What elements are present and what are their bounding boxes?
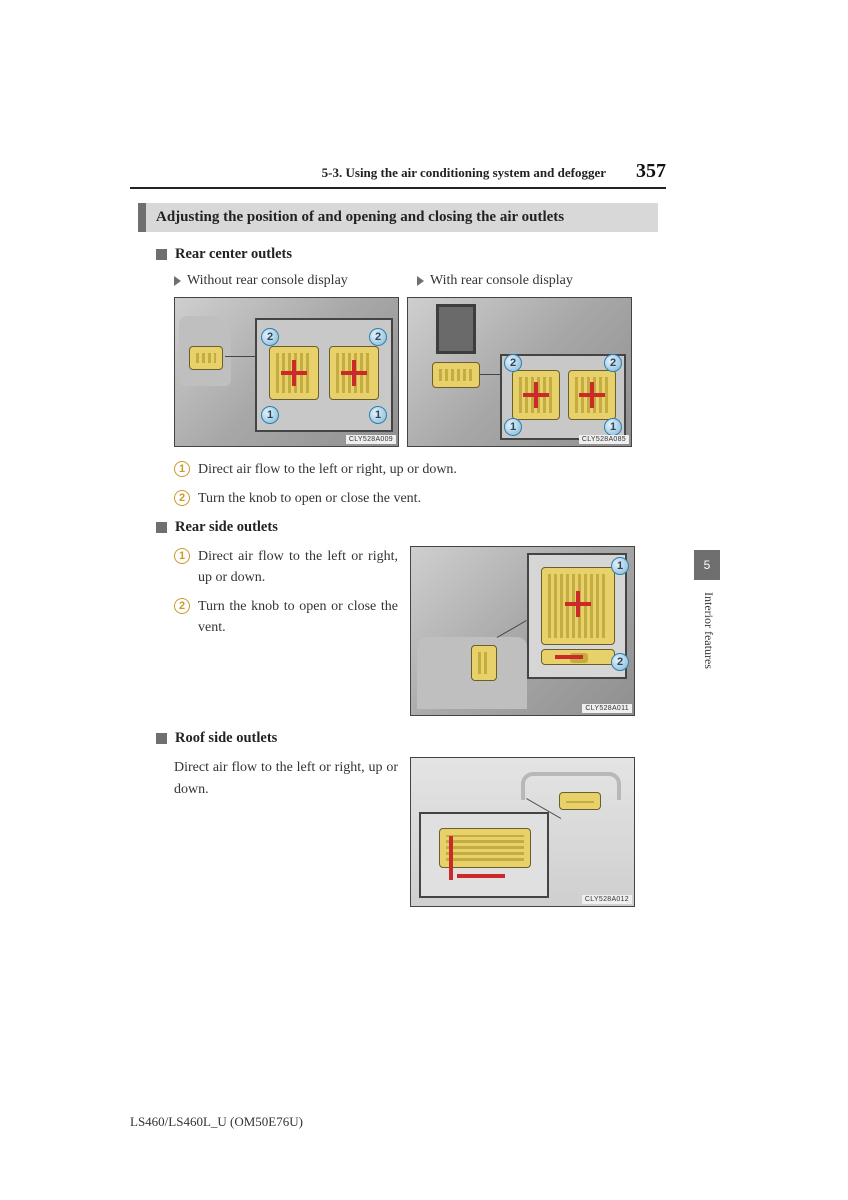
triangle-icon: [417, 276, 424, 286]
subhead-text: Rear side outlets: [175, 519, 278, 536]
chapter-label: Interior features: [701, 592, 716, 669]
step-1: 1 Direct air flow to the left or right, …: [174, 546, 398, 588]
step-text: Direct air flow to the left or right, up…: [198, 546, 398, 588]
roof-side-block: Direct air flow to the left or right, up…: [174, 757, 710, 907]
callout-1: 1: [369, 406, 387, 424]
page-number: 357: [636, 160, 666, 183]
bullet-icon: [156, 249, 167, 260]
topic-banner: Adjusting the position of and opening an…: [138, 203, 658, 232]
variant-with: With rear console display: [417, 273, 642, 289]
callout-1: 1: [611, 557, 629, 575]
subhead-rear-side: Rear side outlets: [156, 519, 710, 536]
chapter-tab: 5: [694, 550, 720, 580]
subhead-rear-center: Rear center outlets: [156, 246, 710, 263]
footer-model-code: LS460/LS460L_U (OM50E76U): [130, 1114, 303, 1130]
callout-2: 2: [261, 328, 279, 346]
figure-code: CLY528A011: [582, 704, 632, 713]
step-2: 2 Turn the knob to open or close the ven…: [174, 596, 398, 638]
step-marker-2: 2: [174, 598, 190, 614]
callout-2: 2: [504, 354, 522, 372]
variant-text: Without rear console display: [187, 273, 348, 289]
section-label: 5-3. Using the air conditioning system a…: [322, 165, 606, 181]
bullet-icon: [156, 733, 167, 744]
page-header: 5-3. Using the air conditioning system a…: [130, 160, 666, 189]
figure-code: CLY528A085: [579, 435, 629, 444]
bullet-icon: [156, 522, 167, 533]
step-text: Turn the knob to open or close the vent.: [198, 596, 398, 638]
figure-row-rear-center: 2 2 1 1 CLY528A009 2 2 1 1 CLY528A085: [174, 297, 710, 447]
step-marker-1: 1: [174, 548, 190, 564]
callout-2: 2: [369, 328, 387, 346]
figure-rear-center-without: 2 2 1 1 CLY528A009: [174, 297, 399, 447]
subhead-text: Roof side outlets: [175, 730, 277, 747]
roof-side-text: Direct air flow to the left or right, up…: [174, 757, 398, 907]
figure-code: CLY528A009: [346, 435, 396, 444]
callout-1: 1: [604, 418, 622, 436]
variant-text: With rear console display: [430, 273, 573, 289]
step-2: 2 Turn the knob to open or close the ven…: [174, 488, 710, 509]
callout-1: 1: [261, 406, 279, 424]
subhead-text: Rear center outlets: [175, 246, 292, 263]
callout-1: 1: [504, 418, 522, 436]
rear-side-text: 1 Direct air flow to the left or right, …: [174, 546, 398, 716]
step-1: 1 Direct air flow to the left or right, …: [174, 459, 710, 480]
variant-labels: Without rear console display With rear c…: [174, 273, 710, 289]
figure-roof-side: CLY528A012: [410, 757, 635, 907]
subhead-roof-side: Roof side outlets: [156, 730, 710, 747]
page-content: 5-3. Using the air conditioning system a…: [130, 160, 710, 921]
step-marker-2: 2: [174, 490, 190, 506]
step-text: Direct air flow to the left or right, up…: [198, 459, 457, 480]
rear-side-block: 1 Direct air flow to the left or right, …: [174, 546, 710, 716]
step-text: Turn the knob to open or close the vent.: [198, 488, 421, 509]
triangle-icon: [174, 276, 181, 286]
callout-2: 2: [611, 653, 629, 671]
chapter-number: 5: [704, 558, 711, 572]
callout-2: 2: [604, 354, 622, 372]
figure-rear-center-with: 2 2 1 1 CLY528A085: [407, 297, 632, 447]
step-marker-1: 1: [174, 461, 190, 477]
variant-without: Without rear console display: [174, 273, 399, 289]
figure-rear-side: 1 2 CLY528A011: [410, 546, 635, 716]
figure-code: CLY528A012: [582, 895, 632, 904]
